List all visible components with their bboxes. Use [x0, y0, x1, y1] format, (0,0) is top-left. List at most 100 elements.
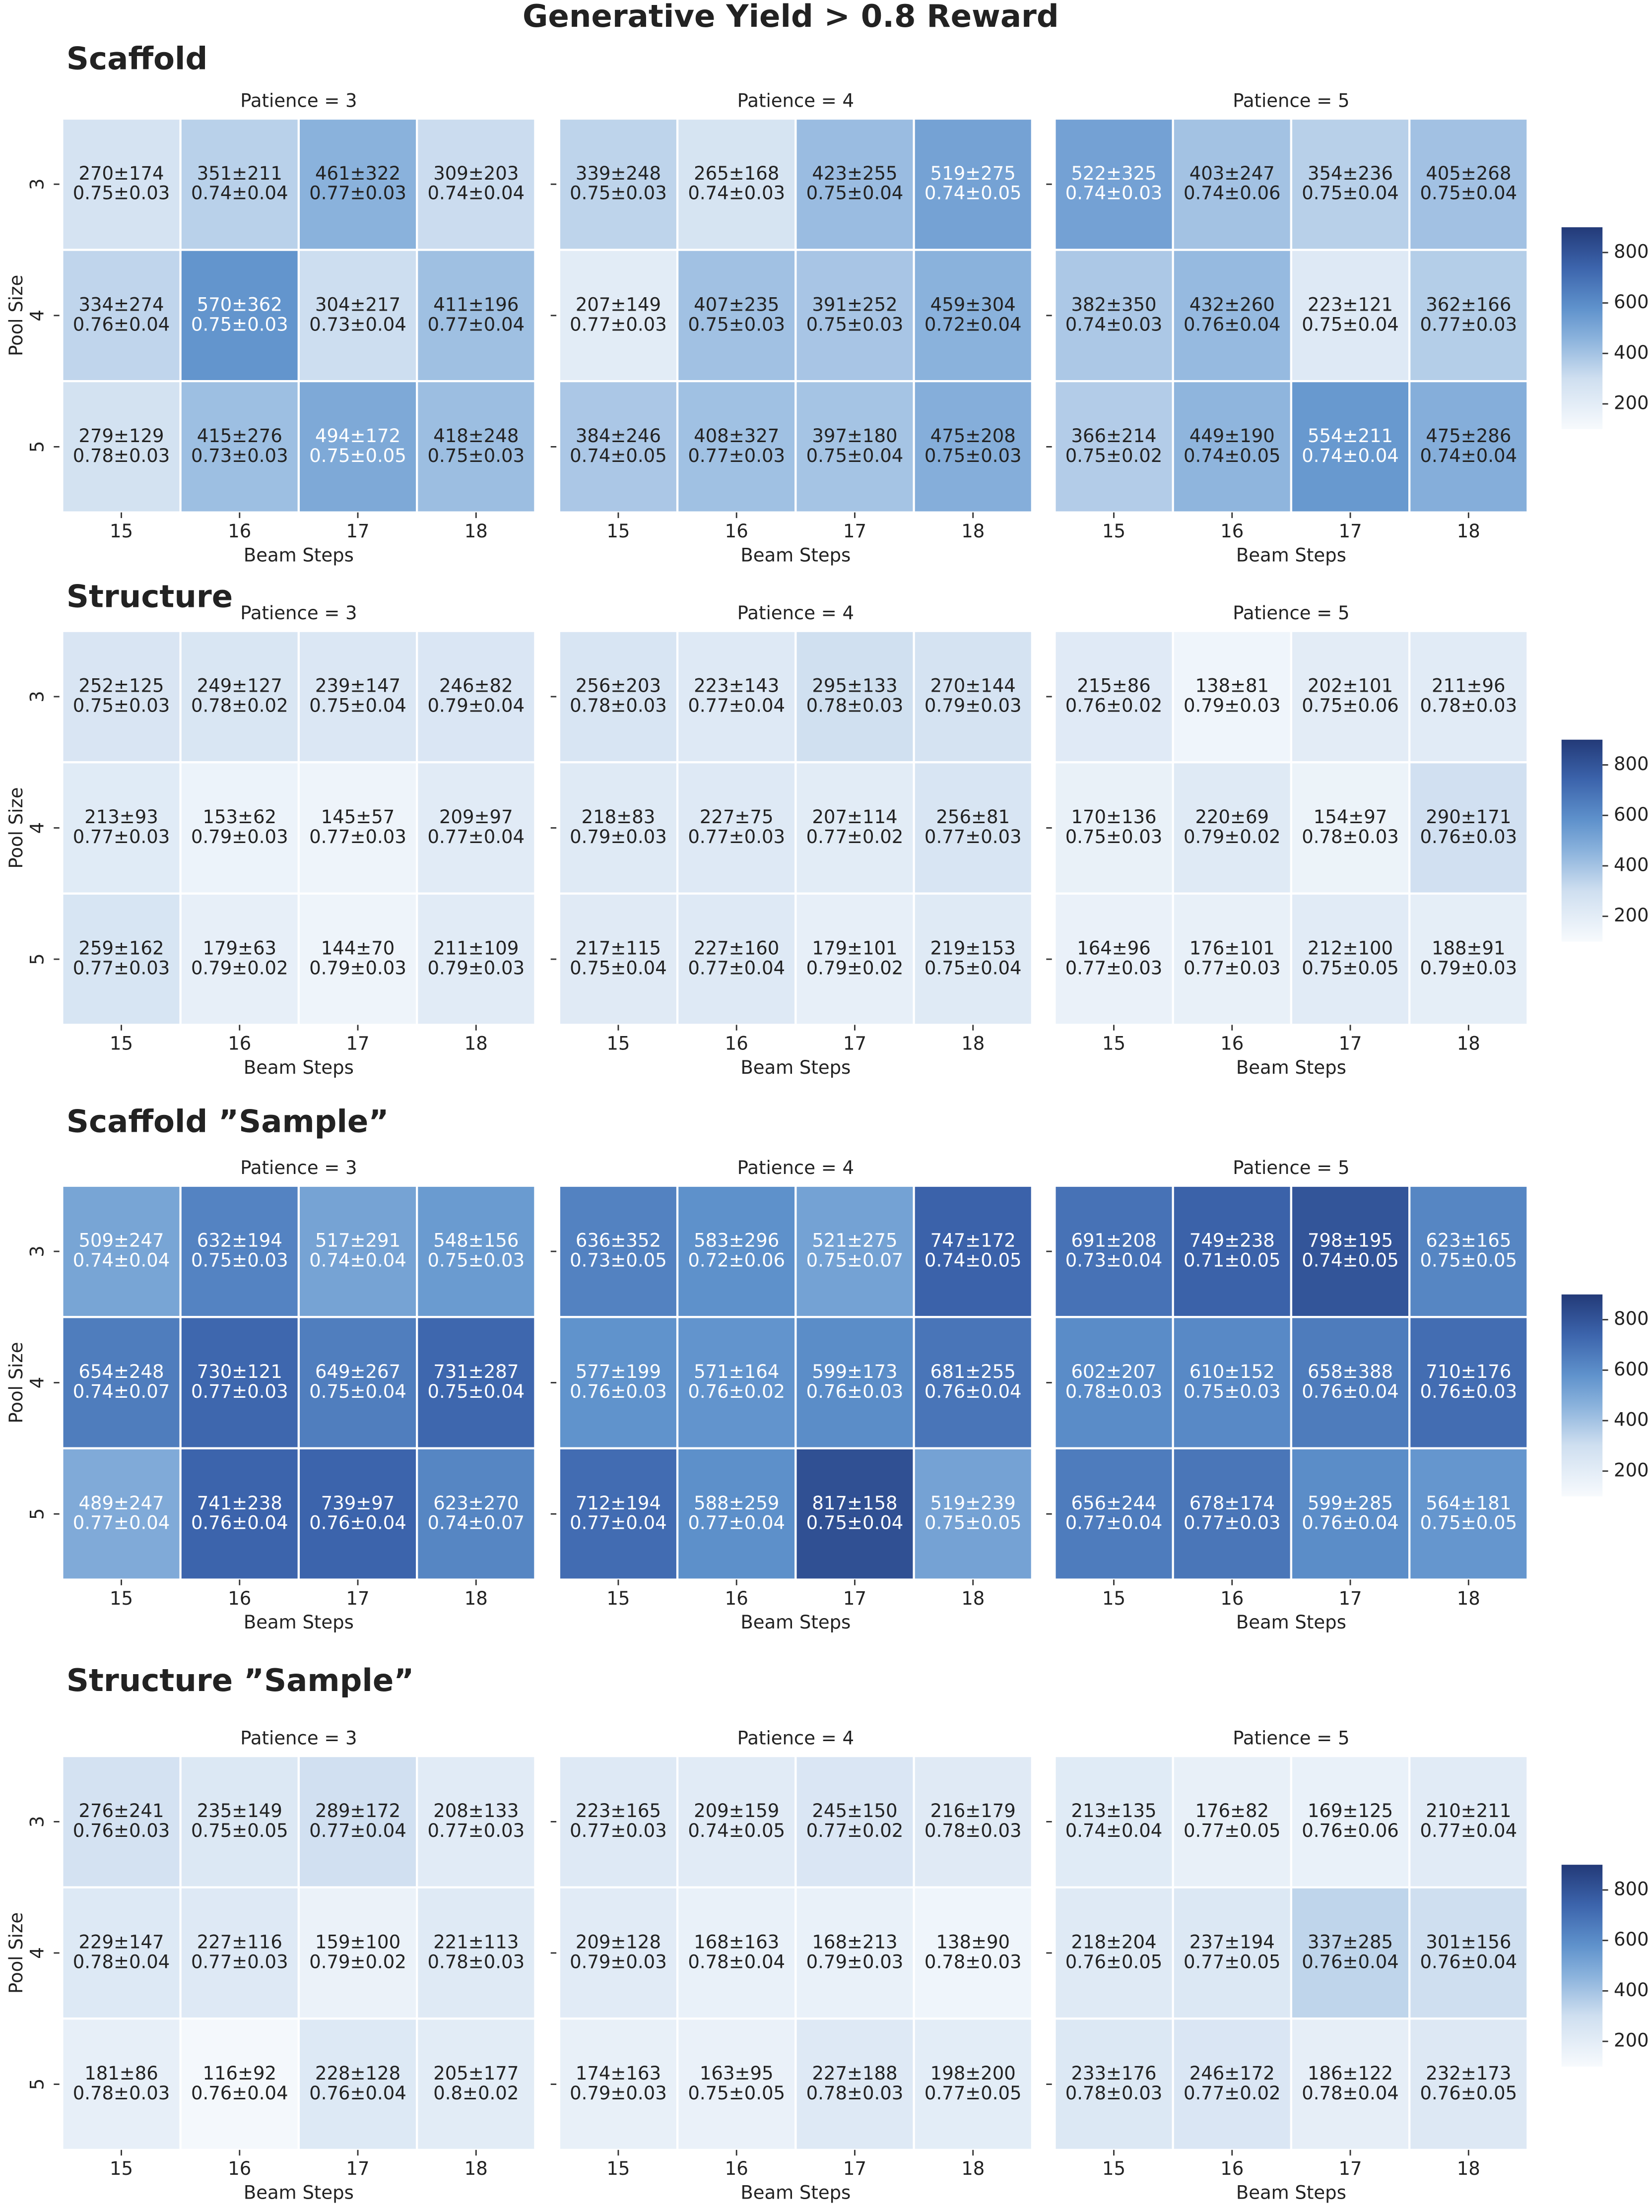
heatmap-cell [1054, 117, 1174, 251]
x-axis-label: Beam Steps [244, 2182, 354, 2204]
cell-reward-label: 0.75±0.04 [1420, 183, 1517, 204]
heatmap-cell [179, 380, 300, 514]
cell-reward-label: 0.75±0.05 [309, 445, 406, 466]
cell-value-label: 220±69 [1195, 806, 1269, 828]
heatmap-cell [297, 761, 418, 895]
cell-value-label: 153±62 [202, 806, 276, 828]
x-tick-label: 16 [1220, 1033, 1244, 1054]
cell-value-label: 798±195 [1308, 1230, 1393, 1251]
cell-value-label: 290±171 [1426, 806, 1511, 828]
colorbar-tick-label: 600 [1614, 804, 1649, 825]
cell-value-label: 249±127 [197, 675, 282, 697]
cell-reward-label: 0.77±0.03 [191, 1381, 288, 1402]
x-tick-label: 16 [725, 1033, 748, 1054]
cell-reward-label: 0.77±0.04 [309, 1820, 406, 1841]
cell-value-label: 227±160 [694, 938, 779, 959]
cell-reward-label: 0.76±0.04 [925, 1381, 1022, 1402]
heatmap-cell [297, 630, 418, 764]
cell-value-label: 334±274 [78, 294, 164, 315]
cell-value-label: 276±241 [78, 1800, 164, 1822]
heatmap-cell [794, 117, 915, 251]
cell-reward-label: 0.76±0.03 [1420, 1381, 1517, 1402]
cell-reward-label: 0.79±0.03 [570, 826, 667, 847]
cell-reward-label: 0.76±0.03 [73, 1820, 170, 1841]
cell-reward-label: 0.75±0.04 [309, 1381, 406, 1402]
x-tick-label: 15 [1102, 520, 1125, 542]
x-tick-label: 17 [346, 520, 370, 542]
cell-reward-label: 0.75±0.04 [1302, 183, 1399, 204]
x-axis-label: Beam Steps [244, 1612, 354, 1633]
x-tick-label: 15 [606, 520, 630, 542]
cell-reward-label: 0.75±0.04 [806, 445, 904, 466]
cell-reward-label: 0.74±0.04 [191, 183, 288, 204]
x-axis-label: Beam Steps [740, 1612, 851, 1633]
cell-value-label: 145±57 [321, 806, 395, 828]
x-tick-label: 17 [1339, 520, 1362, 542]
cell-value-label: 252±125 [78, 675, 164, 697]
cell-reward-label: 0.77±0.05 [1184, 1820, 1281, 1841]
heatmap-cell [1408, 249, 1529, 383]
cell-value-label: 223±143 [694, 675, 779, 697]
cell-reward-label: 0.76±0.04 [73, 314, 170, 335]
cell-value-label: 186±122 [1308, 2063, 1393, 2084]
x-tick-label: 15 [1102, 2158, 1125, 2179]
heatmap-cell [913, 761, 1033, 895]
panel-title: Patience = 3 [240, 1727, 357, 1749]
cell-value-label: 571±164 [694, 1361, 779, 1382]
cell-reward-label: 0.78±0.03 [428, 1951, 525, 1972]
cell-value-label: 256±203 [576, 675, 661, 697]
heatmap-cell [61, 892, 182, 1026]
x-tick-label: 18 [464, 2158, 488, 2179]
x-tick-label: 17 [843, 520, 866, 542]
heatmap-cell [676, 1184, 797, 1318]
cell-reward-label: 0.73±0.05 [570, 1249, 667, 1271]
panel-title: Patience = 4 [737, 90, 854, 111]
cell-reward-label: 0.72±0.06 [688, 1249, 785, 1271]
cell-reward-label: 0.75±0.03 [688, 314, 785, 335]
y-tick-label: 3 [27, 691, 48, 703]
cell-value-label: 295±133 [812, 675, 897, 697]
cell-reward-label: 0.72±0.04 [925, 314, 1022, 335]
heatmap-cell [676, 117, 797, 251]
heatmap-cell [913, 892, 1033, 1026]
cell-value-label: 588±259 [694, 1493, 779, 1514]
cell-reward-label: 0.74±0.04 [309, 1249, 406, 1271]
cell-reward-label: 0.77±0.03 [1065, 958, 1163, 979]
x-axis-label: Beam Steps [1236, 1612, 1346, 1633]
cell-value-label: 179±101 [812, 938, 897, 959]
x-tick-label: 16 [1220, 520, 1244, 542]
x-axis-label: Beam Steps [1236, 2182, 1346, 2204]
heatmap-cell [1290, 630, 1411, 764]
cell-value-label: 494±172 [315, 425, 400, 447]
panel-title: Patience = 3 [240, 90, 357, 111]
heatmap-cell [794, 2017, 915, 2151]
colorbar-tick-label: 400 [1614, 342, 1649, 363]
panel-title: Patience = 4 [737, 1157, 854, 1178]
cell-value-label: 202±101 [1308, 675, 1393, 697]
cell-value-label: 403±247 [1189, 163, 1275, 184]
heatmap-cell [1054, 1755, 1174, 1888]
colorbar-tick-label: 600 [1614, 291, 1649, 313]
heatmap-cell [1290, 2017, 1411, 2151]
cell-reward-label: 0.75±0.03 [428, 445, 525, 466]
cell-value-label: 519±275 [930, 163, 1016, 184]
heatmap-cell [179, 761, 300, 895]
x-tick-label: 16 [725, 2158, 748, 2179]
heatmap-cell [297, 1755, 418, 1888]
cell-reward-label: 0.76±0.02 [1065, 695, 1163, 716]
cell-value-label: 265±168 [694, 163, 779, 184]
cell-value-label: 168±213 [812, 1932, 897, 1953]
colorbar-tick-label: 600 [1614, 1929, 1649, 1950]
cell-reward-label: 0.77±0.04 [570, 1512, 667, 1534]
cell-reward-label: 0.75±0.03 [73, 695, 170, 716]
cell-value-label: 354±236 [1308, 163, 1393, 184]
x-tick-label: 17 [1339, 1588, 1362, 1609]
heatmap-cell [558, 630, 679, 764]
cell-reward-label: 0.77±0.02 [806, 1820, 904, 1841]
x-tick-label: 16 [1220, 2158, 1244, 2179]
cell-reward-label: 0.75±0.04 [570, 958, 667, 979]
cell-value-label: 138±81 [1195, 675, 1269, 697]
cell-reward-label: 0.79±0.03 [191, 826, 288, 847]
heatmap-cell [913, 630, 1033, 764]
cell-reward-label: 0.77±0.03 [570, 1820, 667, 1841]
